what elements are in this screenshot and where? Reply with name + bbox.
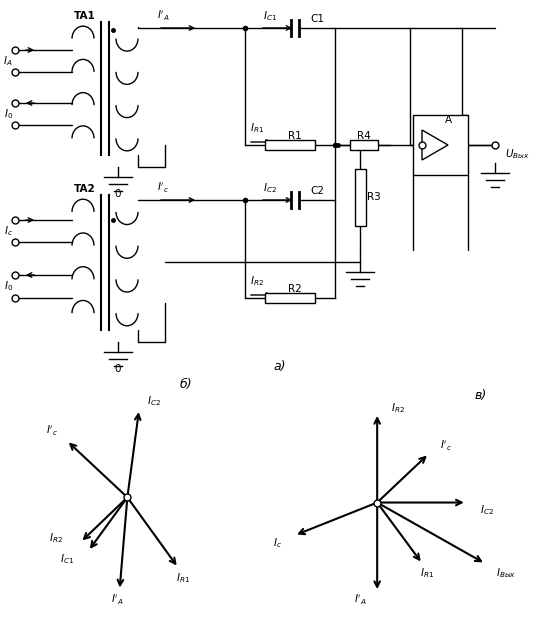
Text: $I_{R1}$: $I_{R1}$ (250, 121, 264, 135)
Text: $I_{R2}$: $I_{R2}$ (250, 274, 264, 288)
Text: $I'_A$: $I'_A$ (354, 592, 366, 606)
Text: $I'_A$: $I'_A$ (157, 8, 169, 23)
Text: $I_{C2}$: $I_{C2}$ (263, 181, 277, 195)
Bar (422, 140, 450, 150)
Text: в): в) (475, 389, 487, 402)
Text: R3: R3 (367, 192, 381, 203)
Text: C2: C2 (310, 186, 324, 196)
Text: R1: R1 (288, 131, 302, 141)
Bar (412, 115, 468, 175)
Text: $I_{C2}$: $I_{C2}$ (480, 503, 494, 517)
Text: $I_{C1}$: $I_{C1}$ (60, 552, 74, 566)
Text: R4: R4 (357, 131, 371, 141)
Text: $I_0$: $I_0$ (4, 279, 13, 294)
Text: $I'_A$: $I'_A$ (111, 593, 124, 607)
Text: 0: 0 (115, 364, 121, 374)
Text: $I'_c$: $I'_c$ (157, 181, 169, 195)
Text: $I_{C2}$: $I_{C2}$ (147, 394, 161, 408)
Text: R5: R5 (429, 131, 443, 141)
Text: TA1: TA1 (74, 11, 96, 21)
Text: $I_c$: $I_c$ (273, 536, 282, 550)
Text: $I_{C1}$: $I_{C1}$ (263, 9, 277, 23)
Text: TA2: TA2 (74, 184, 96, 194)
Text: $I_A$: $I_A$ (3, 54, 13, 68)
Text: $I_{R1}$: $I_{R1}$ (176, 570, 190, 585)
Text: 0: 0 (115, 189, 121, 199)
Text: $I_{R1}$: $I_{R1}$ (420, 566, 434, 580)
Text: A: A (444, 115, 451, 125)
Text: $I_0$: $I_0$ (4, 107, 13, 121)
Text: R2: R2 (288, 284, 302, 294)
Text: $I_c$: $I_c$ (4, 224, 13, 238)
Text: $I_{R2}$: $I_{R2}$ (391, 401, 405, 415)
Bar (354, 169, 365, 226)
Text: $I_{R2}$: $I_{R2}$ (49, 531, 63, 545)
Text: C1: C1 (310, 14, 324, 24)
Text: а): а) (274, 360, 286, 373)
Text: $I_{Bых}$: $I_{Bых}$ (496, 566, 517, 580)
Bar (265, 140, 315, 150)
Bar (350, 140, 378, 150)
Text: б): б) (180, 378, 192, 390)
Bar (265, 293, 315, 303)
Text: $U_{Bых}$: $U_{Bых}$ (505, 147, 530, 161)
Text: $I'_c$: $I'_c$ (46, 424, 58, 438)
Text: $I'_c$: $I'_c$ (440, 439, 452, 453)
